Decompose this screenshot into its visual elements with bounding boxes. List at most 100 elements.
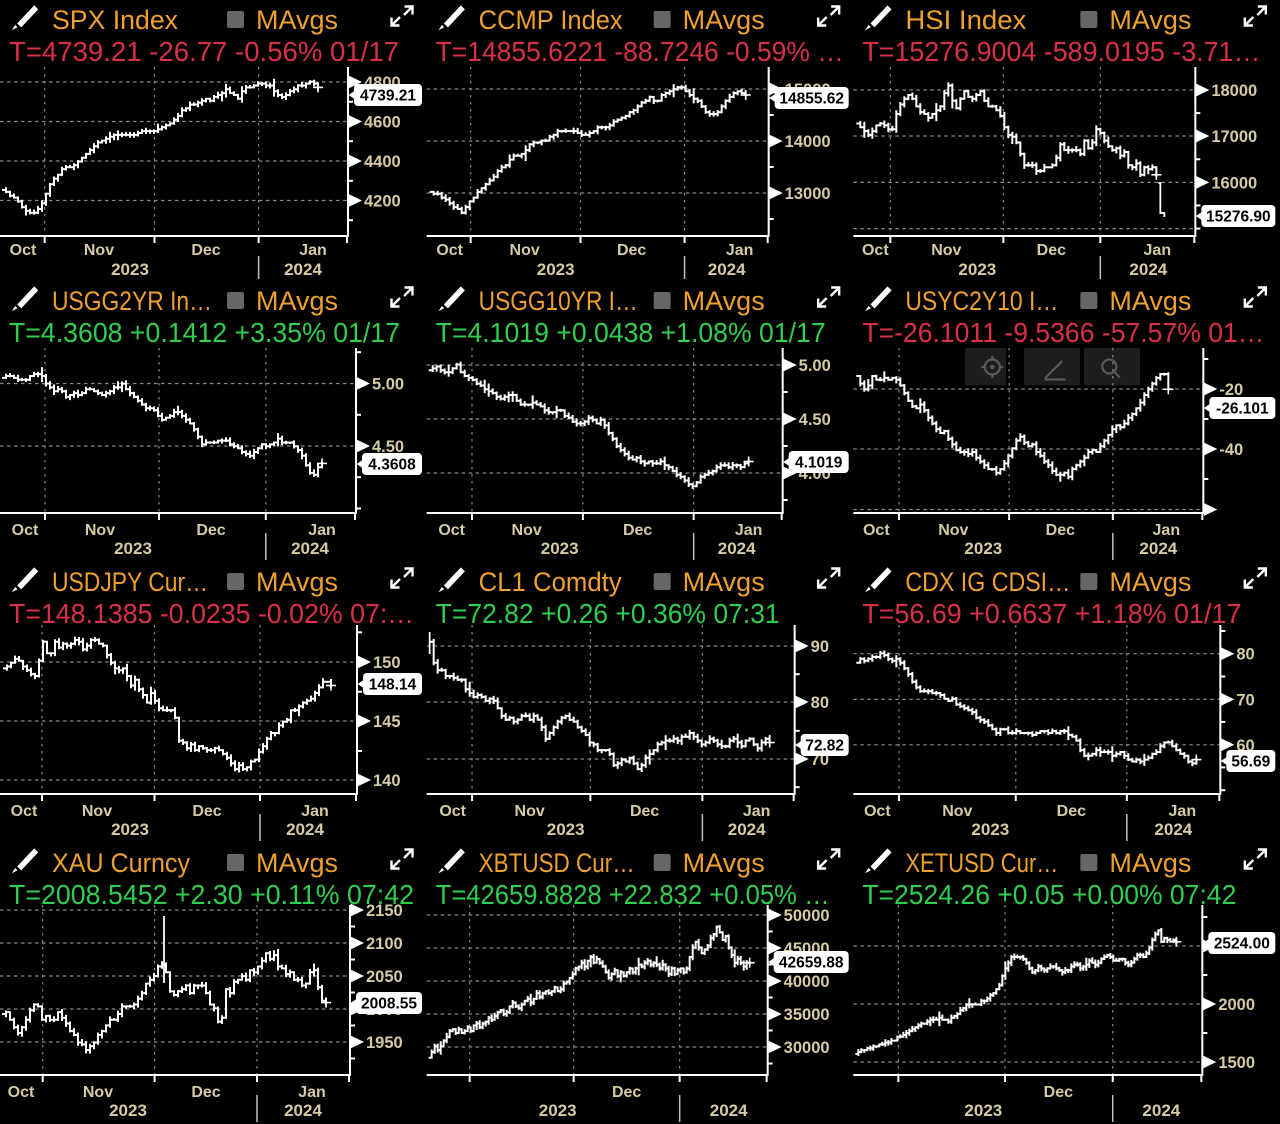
svg-text:MAvgs: MAvgs — [1109, 567, 1191, 597]
svg-text:Oct: Oct — [12, 522, 39, 539]
svg-text:Jan: Jan — [299, 242, 327, 259]
svg-text:Dec: Dec — [612, 1084, 641, 1101]
svg-text:2024: 2024 — [718, 539, 756, 558]
svg-text:Jan: Jan — [743, 803, 771, 820]
svg-text:5.00: 5.00 — [372, 376, 404, 394]
svg-text:4400: 4400 — [364, 153, 401, 171]
svg-text:150: 150 — [373, 654, 401, 672]
svg-text:4.50: 4.50 — [799, 411, 831, 429]
svg-text:MAvgs: MAvgs — [683, 848, 765, 878]
svg-text:2024: 2024 — [708, 260, 746, 279]
svg-text:2024: 2024 — [710, 1101, 748, 1120]
svg-text:4200: 4200 — [364, 193, 401, 211]
svg-text:CL1 Comdty: CL1 Comdty — [479, 567, 622, 597]
svg-text:MAvgs: MAvgs — [256, 848, 338, 878]
svg-text:2023: 2023 — [109, 1101, 147, 1120]
svg-text:2024: 2024 — [1139, 539, 1177, 558]
svg-text:T=4739.21 -26.77 -0.56% 01/17: T=4739.21 -26.77 -0.56% 01/17 — [9, 36, 399, 67]
svg-text:2023: 2023 — [541, 539, 579, 558]
svg-text:42659.88: 42659.88 — [779, 955, 844, 972]
svg-text:2024: 2024 — [284, 1101, 322, 1120]
svg-text:Dec: Dec — [192, 803, 221, 820]
svg-text:4.3608: 4.3608 — [368, 457, 416, 474]
svg-text:Dec: Dec — [196, 522, 225, 539]
svg-text:2023: 2023 — [971, 820, 1009, 839]
svg-text:4739.21: 4739.21 — [360, 88, 416, 105]
svg-text:Nov: Nov — [83, 1084, 113, 1101]
svg-text:50000: 50000 — [784, 907, 830, 925]
svg-text:T=42659.8828 +22.832 +0.05% …: T=42659.8828 +22.832 +0.05% … — [436, 879, 830, 910]
svg-text:40000: 40000 — [784, 973, 830, 991]
svg-text:Jan: Jan — [308, 522, 336, 539]
svg-text:MAvgs: MAvgs — [256, 286, 338, 316]
svg-text:MAvgs: MAvgs — [1109, 286, 1191, 316]
svg-text:2050: 2050 — [366, 968, 403, 986]
svg-text:MAvgs: MAvgs — [683, 5, 765, 35]
svg-text:18000: 18000 — [1211, 82, 1257, 100]
svg-text:15276.90: 15276.90 — [1206, 209, 1271, 226]
svg-text:Dec: Dec — [623, 522, 652, 539]
svg-text:Nov: Nov — [942, 803, 972, 820]
svg-text:2008.55: 2008.55 — [361, 996, 417, 1013]
svg-text:2024: 2024 — [1154, 820, 1192, 839]
svg-text:4.1019: 4.1019 — [795, 455, 843, 472]
svg-text:Dec: Dec — [630, 803, 659, 820]
svg-text:MAvgs: MAvgs — [256, 567, 338, 597]
svg-text:4.50: 4.50 — [372, 438, 404, 456]
svg-text:MAvgs: MAvgs — [683, 286, 765, 316]
svg-text:5.00: 5.00 — [799, 357, 831, 375]
svg-text:Jan: Jan — [301, 803, 329, 820]
svg-text:2023: 2023 — [114, 539, 152, 558]
svg-text:T=4.3608 +0.1412 +3.35% 01/17: T=4.3608 +0.1412 +3.35% 01/17 — [9, 317, 400, 348]
svg-text:1950: 1950 — [366, 1034, 403, 1052]
svg-text:2023: 2023 — [111, 260, 149, 279]
svg-text:2150: 2150 — [366, 902, 403, 920]
svg-text:70: 70 — [1236, 691, 1254, 709]
svg-text:72.82: 72.82 — [805, 738, 844, 755]
svg-text:T=-26.1011 -9.5366 -57.57% 01…: T=-26.1011 -9.5366 -57.57% 01… — [862, 317, 1264, 348]
svg-text:2024: 2024 — [286, 820, 324, 839]
svg-text:Nov: Nov — [85, 522, 115, 539]
svg-text:Dec: Dec — [191, 1084, 220, 1101]
svg-text:XETUSD Cur…: XETUSD Cur… — [905, 848, 1058, 878]
svg-text:13000: 13000 — [785, 185, 831, 203]
svg-text:16000: 16000 — [1211, 174, 1257, 192]
svg-text:Oct: Oct — [862, 242, 889, 259]
svg-text:Oct: Oct — [436, 242, 463, 259]
svg-text:Jan: Jan — [1169, 803, 1197, 820]
svg-text:Jan: Jan — [735, 522, 763, 539]
svg-text:T=14855.6221 -88.7246 -0.59% …: T=14855.6221 -88.7246 -0.59% … — [436, 36, 844, 67]
svg-text:2023: 2023 — [964, 1101, 1002, 1120]
svg-text:Dec: Dec — [1057, 803, 1086, 820]
svg-text:14855.62: 14855.62 — [779, 91, 844, 108]
svg-text:2024: 2024 — [291, 539, 329, 558]
svg-text:MAvgs: MAvgs — [1109, 848, 1191, 878]
svg-text:CDX IG CDSI…: CDX IG CDSI… — [905, 567, 1070, 597]
svg-text:2100: 2100 — [366, 935, 403, 953]
svg-text:80: 80 — [1236, 646, 1254, 664]
svg-text:Dec: Dec — [617, 242, 646, 259]
svg-text:Dec: Dec — [1044, 1084, 1073, 1101]
svg-text:Dec: Dec — [1046, 522, 1075, 539]
svg-text:Jan: Jan — [1144, 242, 1172, 259]
svg-text:T=148.1385 -0.0235 -0.02% 07:…: T=148.1385 -0.0235 -0.02% 07:… — [9, 598, 414, 629]
svg-text:Dec: Dec — [191, 242, 220, 259]
svg-text:T=2524.26 +0.05 +0.00% 07:42: T=2524.26 +0.05 +0.00% 07:42 — [862, 879, 1236, 910]
svg-text:USGG10YR I…: USGG10YR I… — [479, 286, 638, 316]
svg-text:XAU Curncy: XAU Curncy — [52, 848, 190, 878]
svg-text:Oct: Oct — [864, 803, 891, 820]
svg-text:T=2008.5452 +2.30 +0.11% 07:42: T=2008.5452 +2.30 +0.11% 07:42 — [9, 879, 414, 910]
svg-text:Jan: Jan — [298, 1084, 326, 1101]
svg-text:145: 145 — [373, 713, 401, 731]
svg-text:140: 140 — [373, 772, 401, 790]
svg-text:2023: 2023 — [537, 260, 575, 279]
svg-text:2023: 2023 — [958, 260, 996, 279]
svg-text:2023: 2023 — [539, 1101, 577, 1120]
svg-text:MAvgs: MAvgs — [683, 567, 765, 597]
svg-text:T=15276.9004 -589.0195 -3.71…: T=15276.9004 -589.0195 -3.71… — [862, 36, 1260, 67]
svg-text:80: 80 — [811, 694, 829, 712]
svg-text:-26.101: -26.101 — [1216, 401, 1269, 418]
svg-text:Oct: Oct — [10, 242, 37, 259]
svg-text:MAvgs: MAvgs — [256, 5, 338, 35]
svg-text:HSI Index: HSI Index — [905, 5, 1027, 35]
